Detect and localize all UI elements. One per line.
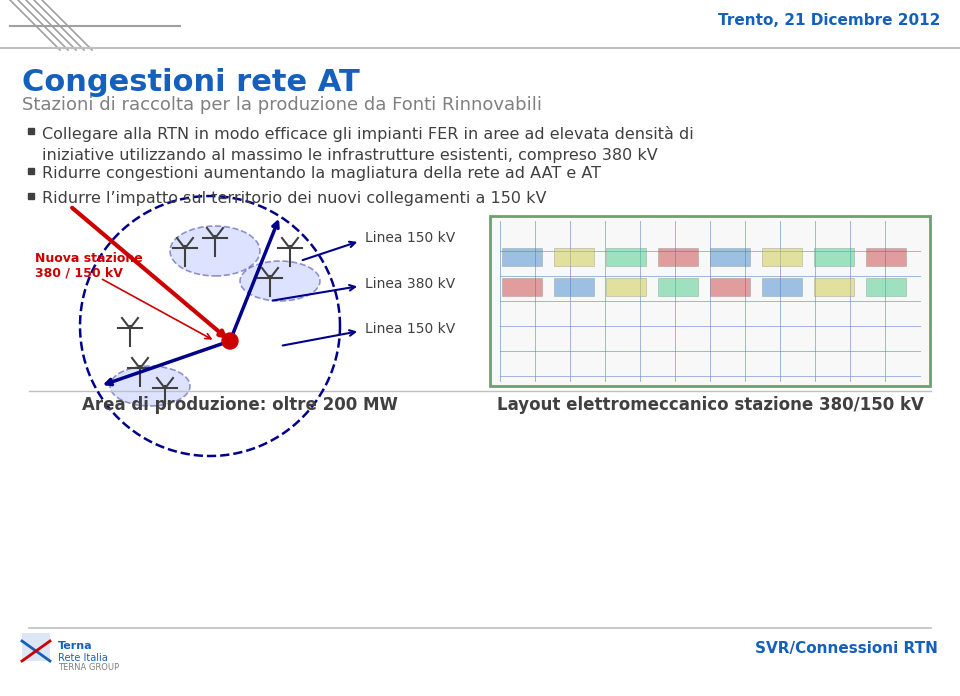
Text: Collegare alla RTN in modo efficace gli impianti FER in aree ad elevata densità : Collegare alla RTN in modo efficace gli … — [42, 126, 694, 142]
Ellipse shape — [110, 366, 190, 406]
Bar — [866, 278, 906, 296]
Text: Ridurre l’impatto sul territorio dei nuovi collegamenti a 150 kV: Ridurre l’impatto sul territorio dei nuo… — [42, 191, 546, 206]
Bar — [28, 168, 34, 174]
Ellipse shape — [170, 226, 260, 276]
FancyBboxPatch shape — [490, 216, 930, 386]
Bar — [658, 278, 698, 296]
Bar — [554, 278, 594, 296]
Bar — [762, 248, 802, 266]
Bar — [814, 278, 854, 296]
Bar — [814, 248, 854, 266]
Bar — [28, 193, 34, 199]
Text: Stazioni di raccolta per la produzione da Fonti Rinnovabili: Stazioni di raccolta per la produzione d… — [22, 96, 542, 114]
Ellipse shape — [240, 261, 320, 301]
Text: Linea 150 kV: Linea 150 kV — [365, 231, 455, 245]
Text: Linea 150 kV: Linea 150 kV — [365, 322, 455, 336]
Bar — [866, 248, 906, 266]
Text: SVR/Connessioni RTN: SVR/Connessioni RTN — [756, 640, 938, 656]
Bar — [28, 128, 34, 134]
Text: TERNA GROUP: TERNA GROUP — [58, 663, 119, 672]
Bar — [762, 278, 802, 296]
Text: Terna: Terna — [58, 641, 92, 651]
Bar — [502, 248, 542, 266]
Text: Linea 380 kV: Linea 380 kV — [365, 277, 455, 291]
Bar — [606, 278, 646, 296]
Bar — [502, 278, 542, 296]
Bar — [22, 633, 50, 661]
Text: iniziative utilizzando al massimo le infrastrutture esistenti, compreso 380 kV: iniziative utilizzando al massimo le inf… — [42, 148, 658, 163]
Bar — [710, 278, 750, 296]
Text: Congestioni rete AT: Congestioni rete AT — [22, 68, 360, 97]
Text: Nuova stazione
380 / 150 kV: Nuova stazione 380 / 150 kV — [35, 252, 143, 280]
Text: Rete Italia: Rete Italia — [58, 653, 108, 663]
Circle shape — [222, 333, 238, 349]
Text: Layout elettromeccanico stazione 380/150 kV: Layout elettromeccanico stazione 380/150… — [496, 396, 924, 414]
Bar — [658, 248, 698, 266]
Text: Area di produzione: oltre 200 MW: Area di produzione: oltre 200 MW — [82, 396, 398, 414]
Bar — [606, 248, 646, 266]
Text: Trento, 21 Dicembre 2012: Trento, 21 Dicembre 2012 — [718, 13, 940, 28]
Bar — [554, 248, 594, 266]
Bar — [710, 248, 750, 266]
Text: Ridurre congestioni aumentando la magliatura della rete ad AAT e AT: Ridurre congestioni aumentando la maglia… — [42, 166, 601, 181]
